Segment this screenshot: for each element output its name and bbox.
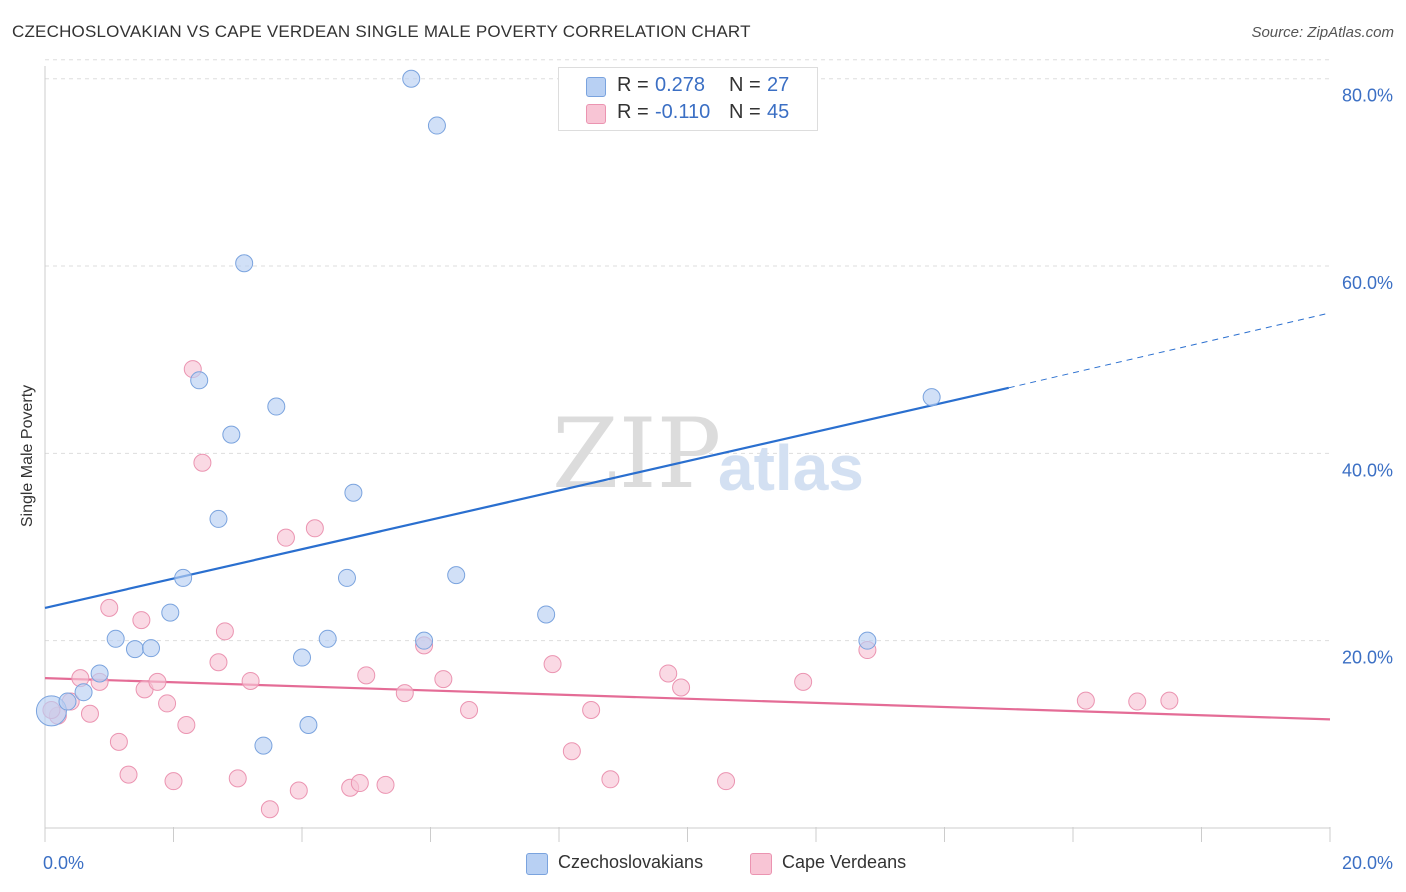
czechoslovakians-point — [402, 69, 421, 88]
czechoslovakians-point — [922, 388, 941, 407]
n-label: N = — [729, 74, 761, 96]
czechoslovakians-point — [293, 648, 311, 667]
r-value: 0.278 — [655, 74, 706, 96]
cape-verdeans-point — [177, 715, 196, 734]
x-tick-label: 0.0% — [43, 853, 84, 873]
y-axis-label: Single Male Poverty — [19, 384, 36, 528]
gridlines — [45, 59, 1330, 642]
czechoslovakians-point — [318, 629, 337, 648]
czechoslovakians-point — [415, 631, 434, 650]
cape-verdeans-point — [395, 684, 414, 703]
legend-label: Czechoslovakians — [558, 852, 704, 872]
tick-labels: 20.0% 40.0% 60.0% 80.0% 0.0% 20.0% — [43, 86, 1393, 873]
cape-verdeans-point — [209, 653, 228, 672]
watermark-atlas: atlas — [718, 432, 864, 504]
cape-verdeans-point — [109, 732, 128, 751]
n-value: 45 — [767, 101, 790, 123]
czechoslovakians-point — [90, 664, 109, 683]
czechoslovakians-point — [254, 736, 273, 755]
legend-label: Cape Verdeans — [782, 852, 907, 872]
cape-verdeans-point — [241, 671, 260, 690]
cape-verdeans-point — [215, 622, 234, 641]
cape-verdeans-point — [148, 672, 167, 691]
r-label: R = — [617, 101, 649, 123]
r-value: -0.110 — [655, 101, 711, 123]
cape-verdeans-point — [582, 700, 601, 719]
cape-verdeans-point — [158, 694, 177, 713]
cape-verdeans-point — [228, 769, 247, 788]
czechoslovakians-point — [209, 509, 228, 528]
y-tick-label: 40.0% — [1342, 460, 1393, 480]
cape-verdeans-point — [350, 774, 369, 793]
cape-verdeans-point — [305, 519, 324, 538]
chart-title: CZECHOSLOVAKIAN VS CAPE VERDEAN SINGLE M… — [12, 22, 751, 41]
r-label: R = — [617, 74, 649, 96]
cape-verdeans-legend-swatch — [750, 853, 772, 875]
cape-verdeans-point — [193, 453, 212, 472]
y-tick-label: 20.0% — [1342, 648, 1393, 668]
czechoslovakians-swatch — [586, 77, 606, 97]
cape-verdeans-point — [1160, 691, 1179, 710]
czechoslovakians-trend-line — [44, 386, 1009, 609]
czechoslovakians-point — [858, 631, 877, 650]
cape-verdeans-point — [543, 655, 562, 674]
cape-verdeans-point — [376, 775, 395, 794]
czechoslovakians-point — [74, 683, 93, 702]
czechoslovakians-point — [161, 603, 180, 622]
cape-verdeans-point — [100, 598, 119, 617]
cape-verdeans-point — [794, 672, 813, 691]
n-label: N = — [729, 101, 761, 123]
data-points — [35, 69, 1179, 819]
czechoslovakians-point — [337, 568, 356, 587]
czechoslovakians-point — [344, 483, 363, 502]
cape-verdeans-point — [164, 772, 183, 791]
cape-verdeans-point — [357, 666, 376, 685]
cape-verdeans-point — [434, 670, 453, 689]
cape-verdeans-point — [1128, 692, 1147, 711]
n-value: 27 — [767, 74, 790, 96]
czechoslovakians-legend-swatch — [526, 853, 548, 875]
cape-verdeans-point — [601, 770, 620, 789]
source-credit: Source: ZipAtlas.com — [1251, 24, 1394, 41]
cape-verdeans-point — [260, 800, 279, 819]
cape-verdeans-point — [119, 765, 138, 784]
czechoslovakians-point — [267, 397, 286, 416]
cape-verdeans-point — [717, 772, 736, 791]
cape-verdeans-point — [460, 700, 479, 719]
czechoslovakians-point — [235, 254, 254, 273]
y-tick-label: 60.0% — [1342, 273, 1393, 293]
czechoslovakians-point — [106, 629, 125, 648]
x-tick-label: 20.0% — [1342, 853, 1393, 873]
cape-verdeans-point — [276, 528, 295, 547]
czechoslovakians-point — [447, 566, 466, 585]
cape-verdeans-point — [1076, 691, 1095, 710]
cape-verdeans-point — [289, 781, 308, 800]
czechoslovakians-trend-extension — [1008, 312, 1331, 389]
czechoslovakians-point — [190, 371, 209, 390]
cape-verdeans-point — [80, 704, 99, 723]
czechoslovakians-point — [142, 639, 161, 658]
czechoslovakians-point — [222, 425, 241, 444]
czechoslovakians-point — [174, 568, 193, 587]
cape-verdeans-point — [672, 678, 691, 697]
czechoslovakians-point — [125, 640, 144, 659]
cape-verdeans-point — [132, 611, 151, 630]
czechoslovakians-point — [58, 692, 77, 711]
y-tick-label: 80.0% — [1342, 86, 1393, 106]
cape-verdeans-point — [659, 664, 678, 683]
cape-verdeans-trend-line — [44, 677, 1331, 721]
czechoslovakians-point — [299, 715, 318, 734]
czechoslovakians-point — [427, 116, 446, 135]
czechoslovakians-point — [537, 605, 556, 624]
watermark-zip: ZIP — [552, 398, 721, 510]
correlation-stats-box: R = 0.278 N = 27 R = -0.110 N = 45 — [558, 67, 818, 131]
cape-verdeans-swatch — [586, 104, 606, 124]
cape-verdeans-point — [562, 742, 581, 761]
trend-lines — [44, 312, 1331, 721]
